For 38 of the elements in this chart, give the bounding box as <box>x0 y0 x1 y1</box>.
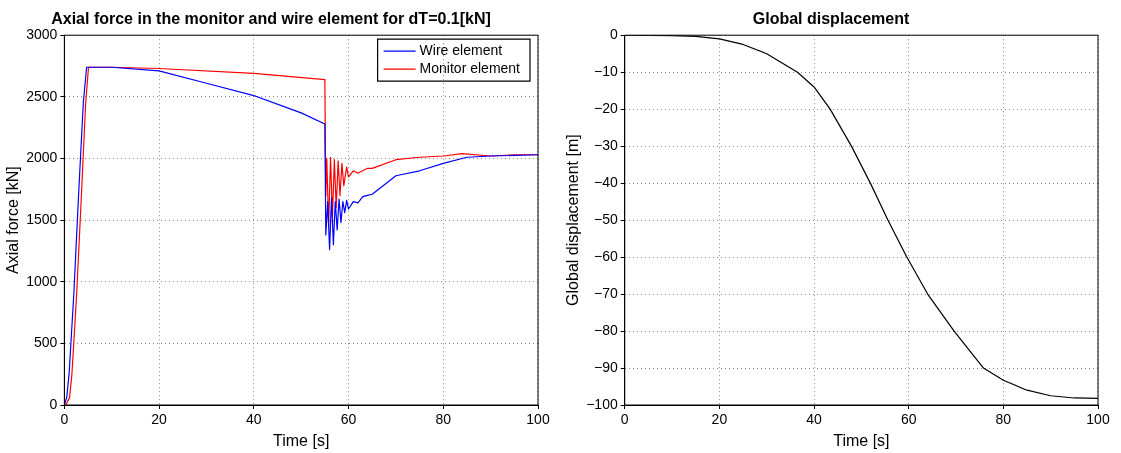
y-tick-label: −80 <box>593 321 618 338</box>
y-tick-label: −40 <box>593 173 618 190</box>
y-tick-label: −50 <box>593 210 618 227</box>
x-tick-label: 100 <box>1086 411 1110 428</box>
x-tick-label: 80 <box>435 411 452 428</box>
y-tick-label: 3000 <box>26 26 58 43</box>
y-tick-label: 0 <box>49 395 58 412</box>
x-tick-label: 0 <box>60 411 69 428</box>
chart-title: Global displacement <box>752 10 910 28</box>
x-tick-label: 60 <box>900 411 917 428</box>
y-tick-label: 2500 <box>26 87 58 104</box>
y-tick-label: 500 <box>33 334 58 351</box>
y-tick-label: −90 <box>593 358 618 375</box>
y-tick-label: −70 <box>593 284 618 301</box>
legend-label: Wire element <box>419 42 503 59</box>
x-tick-label: 40 <box>806 411 823 428</box>
y-tick-label: 1000 <box>26 272 58 289</box>
y-tick-label: −20 <box>593 100 618 117</box>
x-tick-label: 20 <box>711 411 728 428</box>
y-tick-label: −60 <box>593 247 618 264</box>
x-tick-label: 100 <box>526 411 550 428</box>
x-tick-label: 40 <box>246 411 262 428</box>
y-tick-label: 1500 <box>26 210 58 227</box>
x-axis-title: Time [s] <box>833 431 890 449</box>
x-axis-title: Time [s] <box>273 431 330 449</box>
x-tick-label: 80 <box>995 411 1012 428</box>
y-tick-label: −30 <box>593 137 618 153</box>
y-tick-label: 2000 <box>26 149 58 166</box>
y-axis-title: Axial force [kN] <box>4 166 22 274</box>
chart-title: Axial force in the monitor and wire element for dT=0.1[kN] <box>51 10 491 28</box>
x-tick-label: 0 <box>620 411 629 428</box>
legend-label: Monitor element <box>419 60 521 77</box>
x-tick-label: 60 <box>340 411 357 428</box>
y-tick-label: 0 <box>609 26 618 43</box>
y-tick-label: −10 <box>593 63 618 80</box>
y-tick-label: −100 <box>586 395 618 412</box>
y-axis-title: Global displacement [m] <box>564 134 582 306</box>
x-tick-label: 20 <box>151 411 168 428</box>
